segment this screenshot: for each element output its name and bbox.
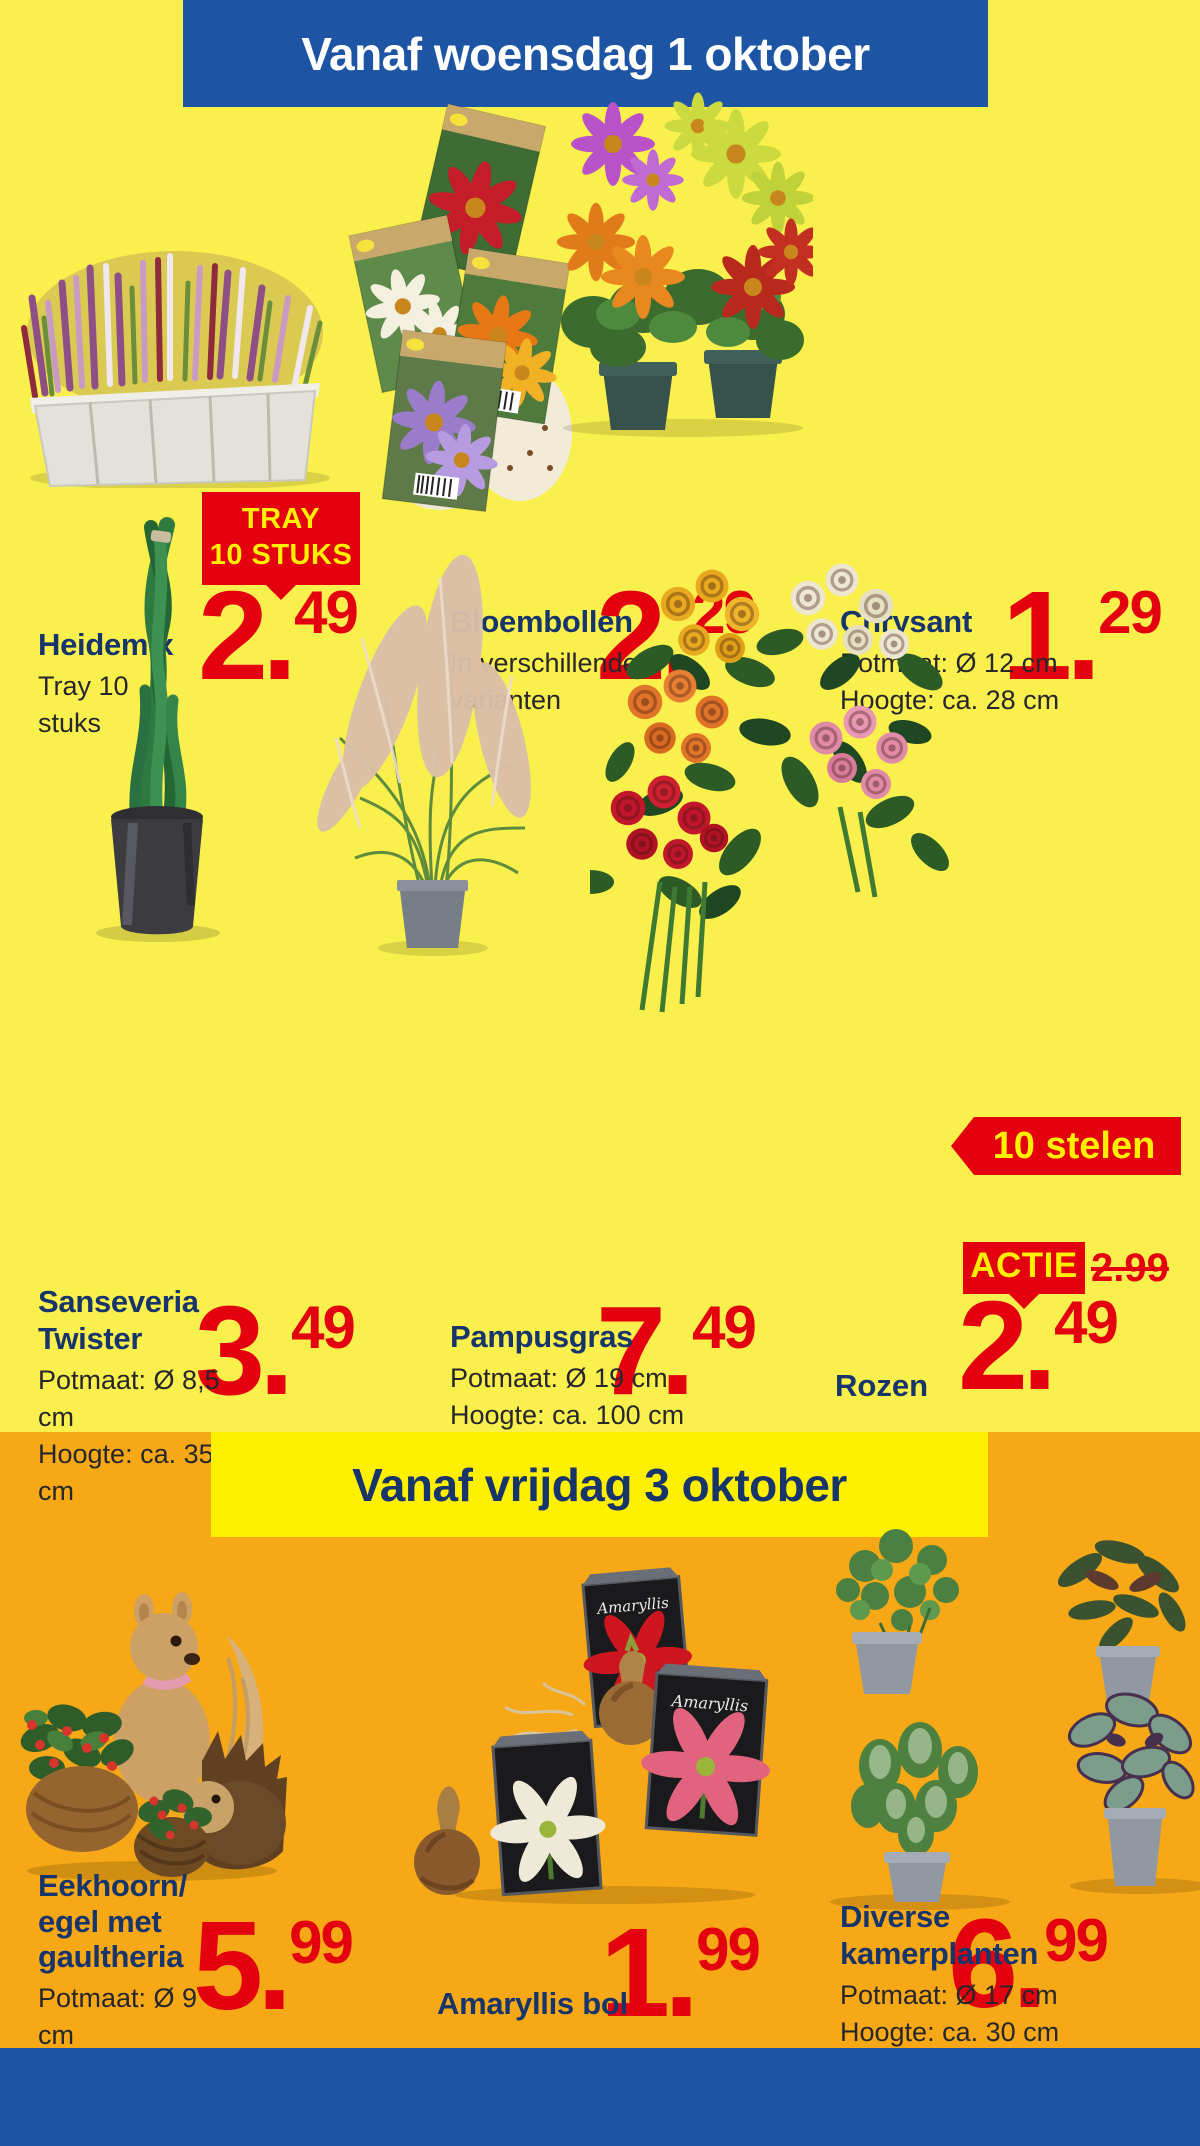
eekhoorn-price: 5. 99 [193, 1895, 354, 2036]
chrysant-price: 1. 29 [1002, 565, 1163, 706]
product-title: Diverse kamerplanten [840, 1899, 1038, 1972]
product-title: Amaryllis bol [437, 1986, 628, 2021]
squirrel-hedgehog-planters-photo [20, 1592, 287, 1881]
pampusgras-label: Pampusgras Potmaat: Ø 19 cm Hoogte: ca. … [450, 1318, 690, 1434]
rozen-old-price: 2.99 [1091, 1246, 1169, 1290]
sanseveria-price: 3. 49 [195, 1280, 356, 1421]
amaryllis-price: 1. 99 [600, 1902, 761, 2043]
sanseveria-label: Sanseveria Twister Potmaat: Ø 8,5 cm Hoo… [38, 1283, 238, 1509]
product-rozen[interactable]: 10 stelen ACTIE 2.99 2. 49 Rozen [585, 500, 1200, 1410]
rose-bouquets-photo [590, 561, 949, 1013]
price-cents: 49 [294, 579, 359, 646]
rozen-label: Rozen [835, 1368, 928, 1403]
heidemix-price: 2. 49 [198, 573, 359, 699]
product-details: Potmaat: Ø 19 cm Hoogte: ca. 100 cm [450, 1363, 685, 1430]
kamerplanten-price: 6. 99 [948, 1893, 1109, 2034]
product-title: Pampusgras [450, 1319, 634, 1354]
chrysanthemum-pots-photo [556, 92, 813, 437]
kamerplanten-label: Diverse kamerplanten Potmaat: Ø 17 cm Ho… [840, 1898, 1059, 2051]
price-cents: 99 [289, 1909, 354, 1976]
houseplants-photo [830, 1529, 1200, 1910]
amaryllis-bulb-boxes-photo: Amaryllis Amaryllis [414, 1567, 770, 1904]
price-cents: 29 [1098, 579, 1163, 646]
product-heidemix[interactable]: TRAY 10 STUKS 2. 49 Heidemix Tray 10 stu… [0, 95, 400, 738]
price-cents: 99 [696, 1916, 761, 1983]
product-eekhoorn[interactable]: 5. 99 Eekhoorn/ egel met gaultheria Potm… [0, 1516, 400, 2123]
banner-friday: Vanaf vrijdag 3 oktober [211, 1432, 988, 1537]
price-cents: 49 [692, 1294, 757, 1361]
price-cents: 99 [1044, 1907, 1109, 1974]
product-details: Tray 10 stuks [38, 671, 129, 738]
price-euros: 7. [596, 1280, 695, 1421]
price-euros: 6. [948, 1893, 1047, 2034]
heather-tray-photo [21, 251, 330, 488]
banner-wednesday: Vanaf woensdag 1 oktober [183, 0, 988, 107]
product-title: Sanseveria Twister [38, 1284, 199, 1357]
product-amaryllis[interactable]: Amaryllis Amaryllis [400, 1516, 800, 2048]
product-pampusgras[interactable]: 7. 49 Pampusgras Potmaat: Ø 19 cm Hoogte… [300, 500, 757, 1430]
price-cents: 49 [1054, 1289, 1119, 1356]
actie-badge: ACTIE [963, 1242, 1085, 1294]
price-euros: 3. [195, 1280, 294, 1421]
product-kamerplanten[interactable]: 6. 99 Diverse kamerplanten Potmaat: Ø 17… [770, 1516, 1200, 2048]
banner-wednesday-label: Vanaf woensdag 1 oktober [301, 27, 870, 80]
price-euros: 2. [958, 1275, 1057, 1416]
product-sanseveria[interactable]: 3. 49 Sanseveria Twister Potmaat: Ø 8,5 … [0, 500, 400, 1506]
pampas-grass-photo [317, 554, 531, 956]
banner-friday-label: Vanaf vrijdag 3 oktober [352, 1458, 847, 1511]
price-cents: 49 [291, 1294, 356, 1361]
sansevieria-twister-photo [96, 517, 220, 942]
product-bloembollen[interactable]: 2. 29 Bloembollen In verschillende varia… [340, 95, 800, 715]
product-title: Eekhoorn/ egel met gaultheria [38, 1868, 187, 1975]
rozen-price: 2. 49 [958, 1275, 1119, 1416]
price-euros: 5. [193, 1895, 292, 2036]
ten-stems-flag: 10 stelen [951, 1117, 1181, 1175]
product-details: Potmaat: Ø 8,5 cm Hoogte: ca. 35 cm [38, 1365, 220, 1506]
flower-bulb-packets-photo [348, 103, 572, 512]
price-euros: 1. [600, 1902, 699, 2043]
tray-badge: TRAY 10 STUKS [202, 492, 360, 585]
footer-bar [0, 2048, 1200, 2146]
price-euros: 1. [1002, 565, 1101, 706]
pampusgras-price: 7. 49 [596, 1280, 757, 1421]
product-chrysant[interactable]: 1. 29 Chrysant Potmaat: Ø 12 cm Hoogte: … [545, 90, 1200, 715]
amaryllis-label: Amaryllis bol [437, 1985, 737, 2022]
product-details: Potmaat: Ø 17 cm Hoogte: ca. 30 cm [840, 1980, 1060, 2048]
